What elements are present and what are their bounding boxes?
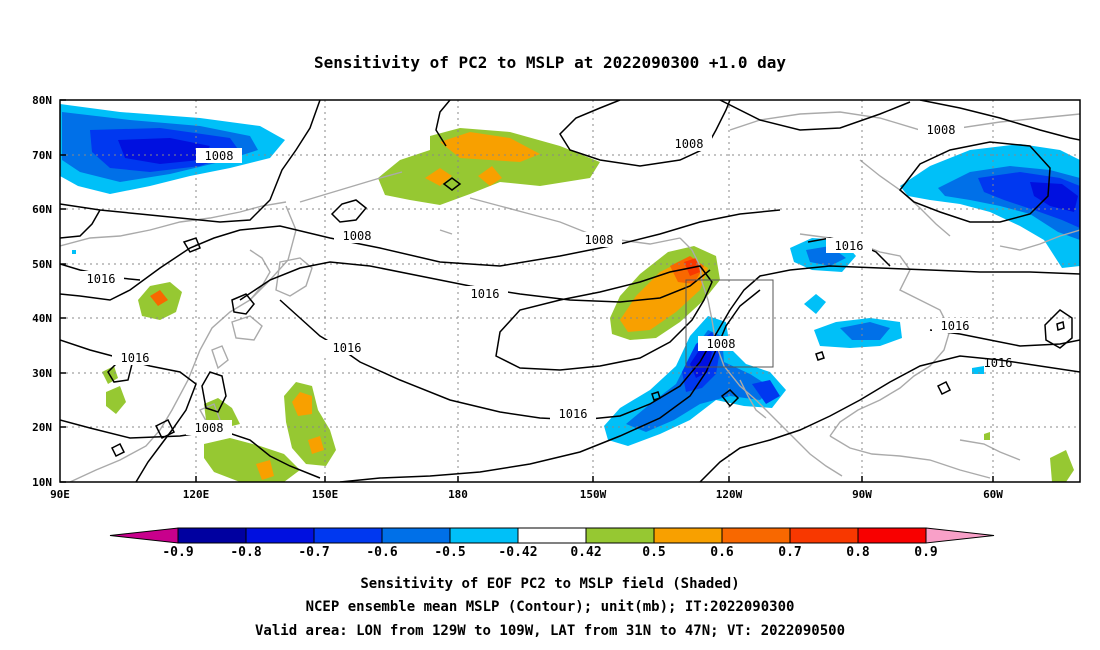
contour-label: 1016 <box>471 287 500 301</box>
contour-label: 1016 <box>559 407 588 421</box>
colorbar-tick-label: -0.9 <box>162 545 193 560</box>
caption-line-2: NCEP ensemble mean MSLP (Contour); unit(… <box>306 599 795 615</box>
colorbar-segment <box>245 527 315 544</box>
sensitivity-shading <box>60 104 1080 482</box>
contour-label-extra: 1016 <box>984 356 1013 370</box>
lat-label: 50N <box>32 258 52 271</box>
coastlines <box>60 111 1080 482</box>
colorbar-tick-label: 0.6 <box>710 545 734 560</box>
lat-label: 10N <box>32 476 52 489</box>
lat-label: 60N <box>32 203 52 216</box>
lon-label: 120W <box>716 488 743 501</box>
contour-label: 1008 <box>195 421 224 435</box>
contour-label: 1008 <box>675 137 704 151</box>
axis-ticks <box>60 99 994 483</box>
colorbar-segment <box>517 527 587 544</box>
contour-label: 1016 <box>87 272 116 286</box>
colorbar-tick-label: -0.5 <box>434 545 465 560</box>
contour-label: 1008 <box>707 337 736 351</box>
lon-label: 120E <box>183 488 210 501</box>
caption-line-3: Valid area: LON from 129W to 109W, LAT f… <box>255 623 845 639</box>
colorbar-tick-label: 0.5 <box>642 545 665 560</box>
lon-label: 180 <box>448 488 468 501</box>
colorbar-segment <box>449 527 519 544</box>
map-panel: 1008 1008 1008 1008 1008 1016 1016 1016 … <box>60 100 1080 482</box>
colorbar-tick-label: -0.8 <box>230 545 261 560</box>
valid-area-box <box>685 279 774 368</box>
contour-label: 1008 <box>343 229 372 243</box>
colorbar-arrow-high <box>925 527 995 544</box>
lat-label: 30N <box>32 367 52 380</box>
colorbar-segment <box>789 527 859 544</box>
colorbar-segment <box>653 527 723 544</box>
lon-label: 150W <box>580 488 607 501</box>
colorbar-arrow-low <box>109 527 179 544</box>
lat-label: 20N <box>32 421 52 434</box>
caption-line-1: Sensitivity of EOF PC2 to MSLP field (Sh… <box>360 576 739 592</box>
contour-label: 1008 <box>205 149 234 163</box>
contour-label: 1016 <box>835 239 864 253</box>
colorbar-tick-label: 0.9 <box>914 545 937 560</box>
lat-label: 70N <box>32 149 52 162</box>
map-title: Sensitivity of PC2 to MSLP at 2022090300… <box>314 53 786 72</box>
colorbar-segment <box>585 527 655 544</box>
colorbar-tick-label: 0.7 <box>778 545 801 560</box>
colorbar-ticks: -0.9 -0.8 -0.7 -0.6 -0.5 -0.42 0.42 0.5 … <box>162 545 937 560</box>
colorbar-segment <box>381 527 451 544</box>
colorbar <box>109 527 995 544</box>
colorbar-segment <box>857 527 927 544</box>
colorbar-tick-label: -0.6 <box>366 545 397 560</box>
contour-labels: 1008 1008 1008 1008 1008 1016 1016 1016 … <box>78 122 978 435</box>
lon-label: 90E <box>50 488 70 501</box>
colorbar-tick-label: 0.42 <box>570 545 601 560</box>
lon-label: 60W <box>983 488 1003 501</box>
colorbar-segment <box>177 527 247 544</box>
lon-label: 150E <box>312 488 339 501</box>
colorbar-segment <box>313 527 383 544</box>
contour-label: 1008 <box>585 233 614 247</box>
contour-label: 1016 <box>121 351 150 365</box>
colorbar-segment <box>721 527 791 544</box>
lat-label: 40N <box>32 312 52 325</box>
contour-label: 1008 <box>927 123 956 137</box>
contour-label: 1016 <box>941 319 970 333</box>
colorbar-tick-label: -0.7 <box>298 545 329 560</box>
latitude-labels: 80N 70N 60N 50N 40N 30N 20N 10N <box>32 94 52 489</box>
longitude-labels: 90E 120E 150E 180 150W 120W 90W 60W <box>50 488 1003 501</box>
lat-label: 80N <box>32 94 52 107</box>
contour-label: 1016 <box>333 341 362 355</box>
lon-label: 90W <box>852 488 872 501</box>
map-frame <box>59 99 1081 483</box>
colorbar-tick-label: 0.8 <box>846 545 870 560</box>
colorbar-tick-label: -0.42 <box>498 545 537 560</box>
shade-positive-arctic <box>378 128 600 205</box>
